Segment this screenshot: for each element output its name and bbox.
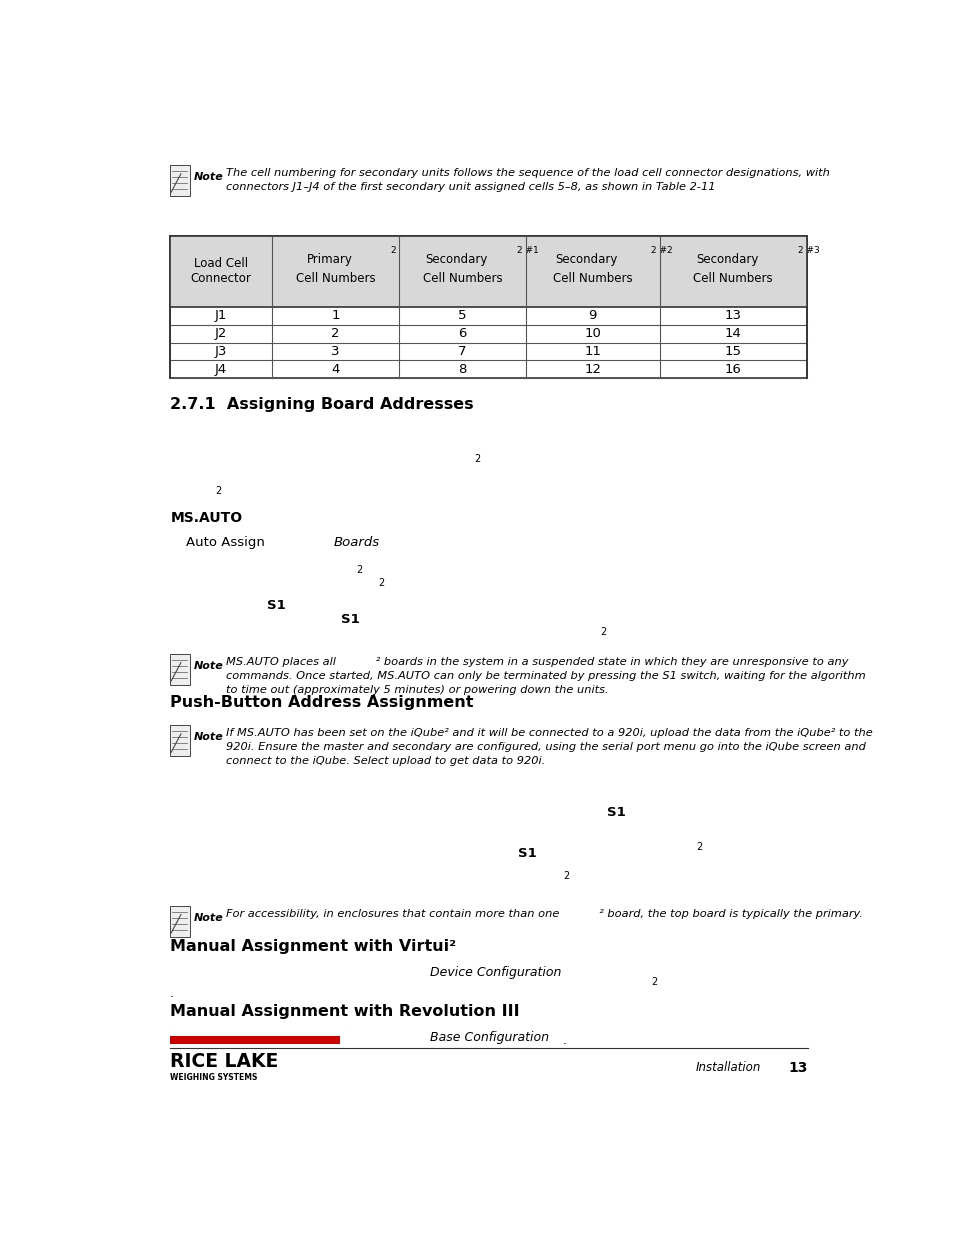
Text: S1: S1 [606, 806, 625, 819]
Bar [170, 236, 806, 378]
Text: Device Configuration: Device Configuration [429, 966, 560, 979]
Text: Manual Assignment with Virtui²: Manual Assignment with Virtui² [170, 940, 456, 955]
Text: 2: 2 [651, 977, 658, 988]
Text: Secondary: Secondary [696, 253, 758, 267]
Bar [170, 165, 190, 196]
Text: Installation: Installation [696, 1061, 760, 1074]
Text: 2: 2 [474, 454, 480, 464]
Text: 9: 9 [588, 310, 597, 322]
Text: 2 #1: 2 #1 [517, 246, 538, 254]
Text: 2.7.1  Assigning Board Addresses: 2.7.1 Assigning Board Addresses [170, 398, 473, 412]
Text: 2: 2 [599, 626, 605, 636]
Text: Cell Numbers: Cell Numbers [693, 273, 772, 285]
Text: 2: 2 [215, 485, 221, 495]
Text: 2: 2 [696, 842, 701, 852]
Text: 8: 8 [457, 363, 466, 375]
Text: RICE LAKE: RICE LAKE [170, 1052, 277, 1071]
Text: Push-Button Address Assignment: Push-Button Address Assignment [170, 695, 473, 710]
Text: MS.AUTO: MS.AUTO [171, 511, 243, 525]
Text: Auto Assign: Auto Assign [186, 536, 264, 550]
Text: The cell numbering for secondary units follows the sequence of the load cell con: The cell numbering for secondary units f… [226, 168, 829, 193]
Text: 3: 3 [331, 345, 339, 358]
Text: Base Configuration: Base Configuration [429, 1031, 548, 1044]
Text: Secondary: Secondary [555, 253, 618, 267]
Text: Secondary: Secondary [425, 253, 487, 267]
Text: Primary: Primary [307, 253, 353, 267]
Text: .: . [170, 987, 173, 1000]
Text: Cell Numbers: Cell Numbers [422, 273, 502, 285]
Text: Cell Numbers: Cell Numbers [295, 273, 375, 285]
Bar [170, 725, 190, 756]
Text: 11: 11 [583, 345, 600, 358]
Text: J2: J2 [214, 327, 227, 341]
Text: 2 #3: 2 #3 [797, 246, 819, 254]
Text: If MS.AUTO has been set on the iQube² and it will be connected to a 920i, upload: If MS.AUTO has been set on the iQube² an… [226, 729, 872, 766]
Text: For accessibility, in enclosures that contain more than one           ² board, t: For accessibility, in enclosures that co… [226, 909, 862, 919]
Text: Note: Note [193, 913, 223, 923]
Bar [170, 1036, 339, 1044]
Text: 6: 6 [457, 327, 466, 341]
Text: Cell Numbers: Cell Numbers [553, 273, 632, 285]
Text: S1: S1 [341, 614, 359, 626]
Text: Boards: Boards [334, 536, 379, 550]
Text: Manual Assignment with Revolution III: Manual Assignment with Revolution III [170, 1004, 518, 1019]
Text: 15: 15 [724, 345, 740, 358]
Text: 14: 14 [724, 327, 740, 341]
Text: 2: 2 [355, 564, 362, 574]
Text: 4: 4 [332, 363, 339, 375]
Text: S1: S1 [267, 599, 286, 613]
Bar [170, 906, 190, 936]
Text: 2: 2 [377, 578, 384, 588]
Text: .: . [562, 1034, 566, 1046]
Text: 2: 2 [331, 327, 339, 341]
Text: 1: 1 [331, 310, 339, 322]
Text: 13: 13 [724, 310, 740, 322]
Text: S1: S1 [518, 847, 537, 860]
Text: 7: 7 [457, 345, 466, 358]
Text: 13: 13 [787, 1061, 807, 1076]
Text: J1: J1 [214, 310, 227, 322]
Bar [170, 236, 806, 308]
Text: 10: 10 [583, 327, 600, 341]
Text: Note: Note [193, 661, 223, 671]
Text: Note: Note [193, 172, 223, 182]
Text: J4: J4 [214, 363, 227, 375]
Text: Note: Note [193, 732, 223, 742]
Text: 2: 2 [390, 246, 395, 254]
Bar [170, 655, 190, 684]
Text: Load Cell
Connector: Load Cell Connector [191, 257, 251, 285]
Text: 2: 2 [562, 871, 569, 881]
Text: 5: 5 [457, 310, 466, 322]
Text: 16: 16 [724, 363, 740, 375]
Text: WEIGHING SYSTEMS: WEIGHING SYSTEMS [170, 1072, 256, 1082]
Text: 12: 12 [583, 363, 600, 375]
Text: MS.AUTO places all           ² boards in the system in a suspended state in whic: MS.AUTO places all ² boards in the syste… [226, 657, 865, 695]
Text: J3: J3 [214, 345, 227, 358]
Text: 2 #2: 2 #2 [650, 246, 672, 254]
